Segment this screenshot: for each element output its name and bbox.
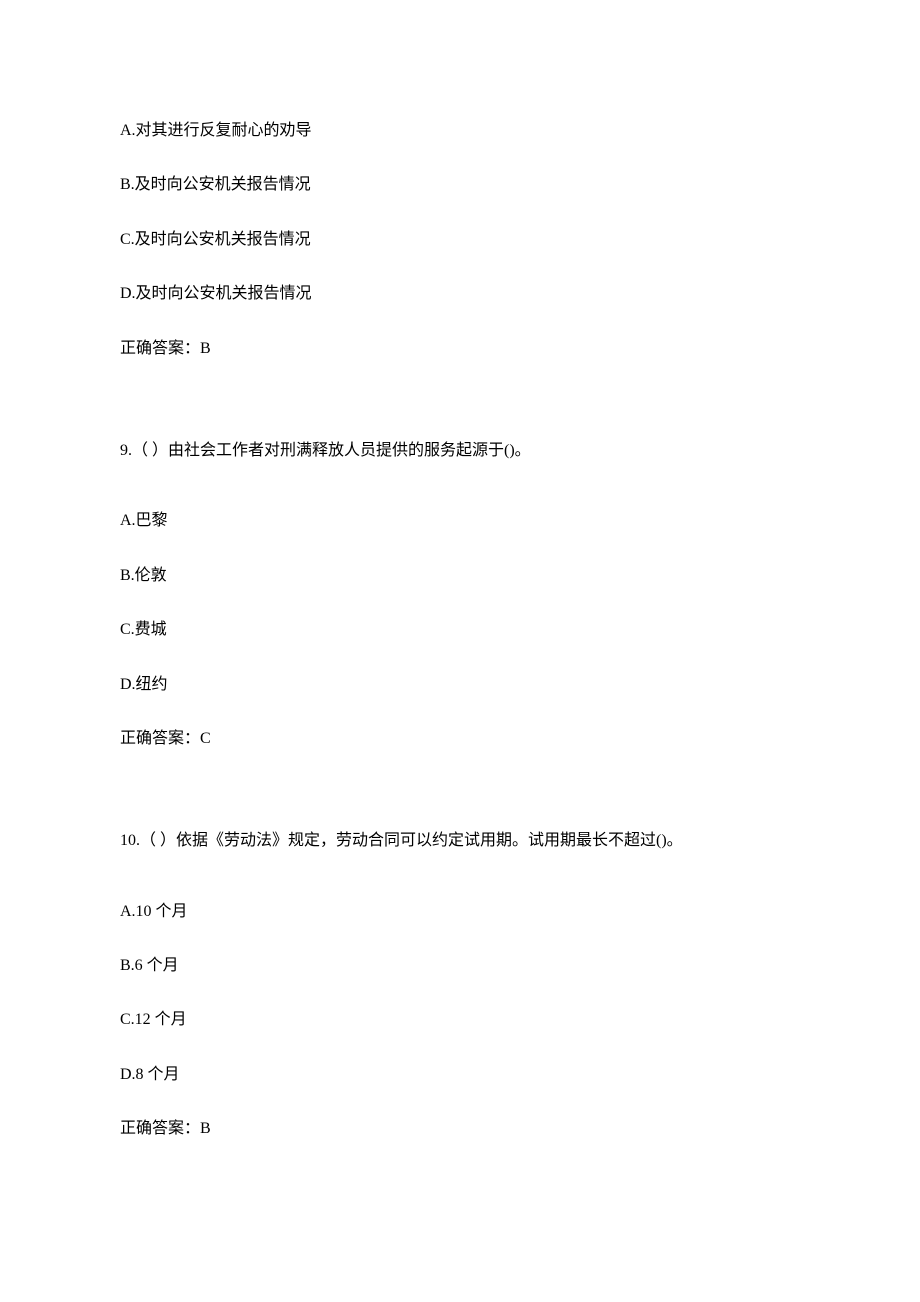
q8-option-d: D.及时向公安机关报告情况 [120, 283, 800, 305]
q10-option-b: B.6 个月 [120, 955, 800, 977]
q10-option-a: A.10 个月 [120, 901, 800, 923]
q9-question: 9.（ ）由社会工作者对刑满释放人员提供的服务起源于()。 [120, 440, 800, 462]
q9-option-a: A.巴黎 [120, 510, 800, 532]
q10-answer: 正确答案：B [120, 1118, 800, 1140]
q8-option-c: C.及时向公安机关报告情况 [120, 229, 800, 251]
q9-option-b: B.伦敦 [120, 565, 800, 587]
q10-question: 10.（ ）依据《劳动法》规定，劳动合同可以约定试用期。试用期最长不超过()。 [120, 830, 800, 852]
q10-option-c: C.12 个月 [120, 1009, 800, 1031]
q8-option-b: B.及时向公安机关报告情况 [120, 174, 800, 196]
q10-option-d: D.8 个月 [120, 1064, 800, 1086]
q9-option-d: D.纽约 [120, 674, 800, 696]
q8-option-a: A.对其进行反复耐心的劝导 [120, 120, 800, 142]
q8-answer: 正确答案：B [120, 338, 800, 360]
q9-option-c: C.费城 [120, 619, 800, 641]
q9-answer: 正确答案：C [120, 728, 800, 750]
